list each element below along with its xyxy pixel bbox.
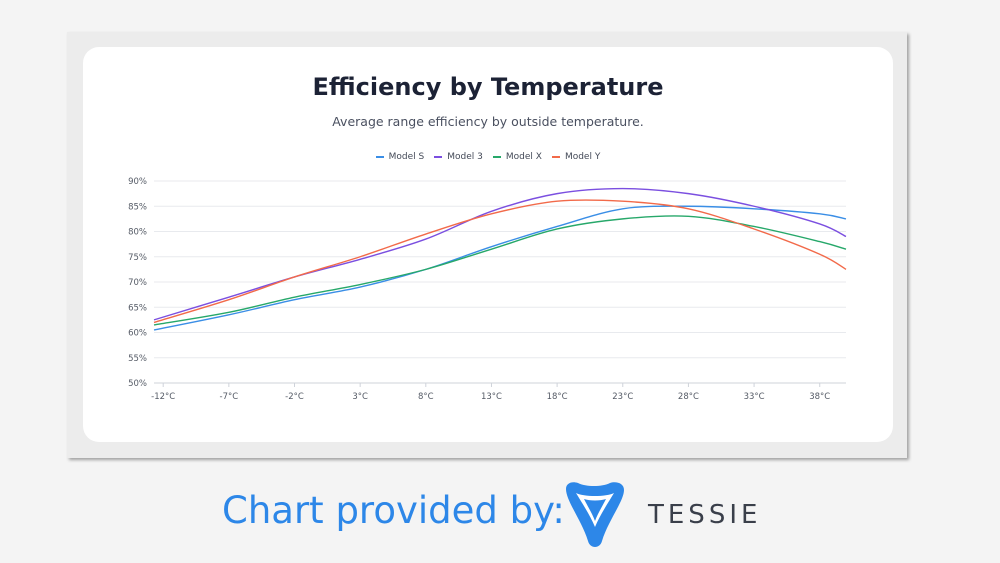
y-tick-label: 65%: [128, 303, 147, 313]
legend-item[interactable]: Model 3: [434, 152, 483, 162]
chart-title: Efficiency by Temperature: [312, 73, 664, 101]
series-line-model-s: [153, 205, 847, 331]
legend-item[interactable]: Model X: [492, 152, 542, 162]
y-tick-label: 55%: [128, 354, 147, 364]
legend-swatch: [551, 156, 560, 158]
legend-swatch: [375, 156, 384, 158]
tessie-logo-icon: [566, 482, 624, 547]
brand-name: TESSIE: [648, 500, 762, 530]
x-tick-label: 28°C: [678, 392, 699, 402]
series-line-model-x: [153, 215, 847, 326]
credit-text: Chart provided by:: [222, 489, 565, 532]
y-tick-label: 50%: [128, 379, 147, 389]
y-tick-label: 60%: [128, 329, 147, 339]
legend-label: Model Y: [564, 152, 601, 162]
y-tick-label: 85%: [128, 202, 147, 212]
legend-label: Model X: [505, 152, 542, 162]
legend-item[interactable]: Model Y: [551, 152, 601, 162]
x-tick-label: 13°C: [481, 392, 502, 402]
legend-swatch: [492, 156, 501, 158]
y-tick-label: 80%: [128, 228, 147, 238]
x-tick-label: 3°C: [352, 392, 368, 402]
series-line-model-y: [153, 199, 847, 324]
x-tick-label: 23°C: [612, 392, 633, 402]
chart-card: [83, 47, 893, 442]
x-tick-label: 38°C: [809, 392, 830, 402]
legend-label: Model S: [388, 152, 425, 162]
x-tick-label: -12°C: [151, 392, 175, 402]
x-tick-label: -2°C: [285, 392, 304, 402]
x-tick-label: 33°C: [744, 392, 765, 402]
legend-swatch: [434, 156, 443, 158]
y-tick-label: 90%: [128, 177, 147, 187]
y-tick-label: 70%: [128, 278, 147, 288]
chart-legend: Model S Model 3 Model X Model Y: [83, 152, 893, 162]
y-tick-label: 75%: [128, 253, 147, 263]
x-tick-label: 8°C: [418, 392, 434, 402]
chart-subtitle: Average range efficiency by outside temp…: [332, 114, 644, 129]
x-tick-label: 18°C: [547, 392, 568, 402]
x-tick-label: -7°C: [220, 392, 239, 402]
legend-item[interactable]: Model S: [375, 152, 425, 162]
legend-label: Model 3: [447, 152, 483, 162]
